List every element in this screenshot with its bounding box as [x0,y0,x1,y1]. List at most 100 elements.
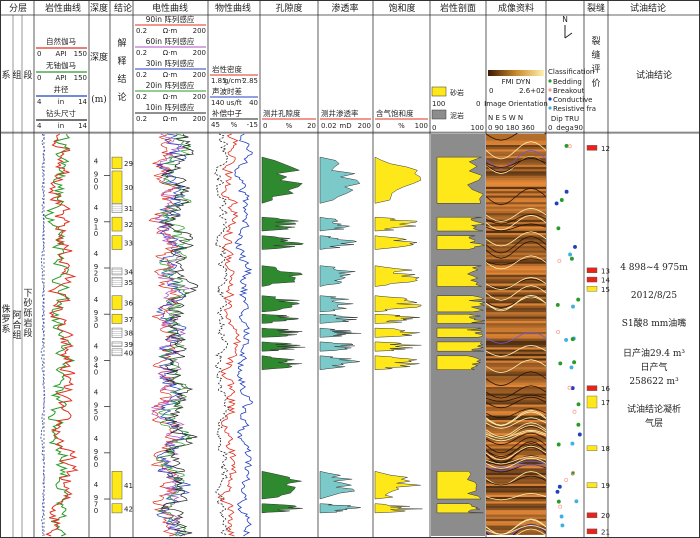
phys-track-unit: g/cm³ [224,77,244,85]
porosity-fill [261,355,302,370]
dip-tadpole [567,385,572,390]
fmi-band [486,189,546,192]
fracture-marker [586,267,598,274]
dip-tadpole [555,489,560,494]
header-titles: 分层 岩性曲线 深度 结论 电性曲线 物性曲线 孔隙度 渗透率 饱和度 岩性剖面… [9,2,666,14]
fmi-band [486,332,546,335]
conclusion-layer-number: 29 [124,160,133,168]
fmi-sinusoid [486,213,546,225]
depth-tick-label: 4 930 [94,296,99,330]
conclusion-layer-box [111,313,123,324]
fmi-band [486,356,546,359]
fmi-sinusoid [486,187,546,206]
depth-tick-char: 4 [94,362,99,370]
depth-tick-char: 4 [94,158,99,166]
depth-tick-label: 4 970 [94,481,99,515]
fmi-band [486,380,546,383]
header-depth: 深度 [90,2,108,14]
lith-track-min: 0 [37,74,41,82]
dip-tadpole [559,198,564,202]
neutron-curve [214,133,231,537]
segment-name: 段 [23,327,32,339]
fmi-band [486,516,546,519]
conclusion-vertical-char: 结 [117,73,126,85]
fmi-band [486,424,546,427]
conclusion-layer-number: 31 [124,205,133,213]
fmi-band [486,145,546,148]
dip-tadpole [560,523,565,528]
dip-tadpole [576,402,581,407]
depth-tick-char: 9 [94,217,98,225]
fmi-band [486,395,546,398]
dip-title: Dip TRU [551,115,579,123]
conclusion-layer-number: 34 [124,268,133,276]
fmi-band [486,167,546,170]
depth-tick-char: 0 [94,461,98,469]
conclusion-layer-box [111,235,123,250]
fmi-sinusoid [486,524,546,535]
elec-track-max: 200 [193,49,206,57]
dip-track [554,143,582,528]
header-system: 系 [1,70,10,81]
porosity-fill [261,327,303,338]
lith-track-max: 14 [78,98,87,106]
fmi-band [486,490,546,493]
elec-track-unit: Ω·m [163,49,178,57]
dip-tadpole [570,441,575,446]
fmi-band [486,497,546,500]
elec-track-max: 200 [193,71,206,79]
dip-tadpole [556,226,561,231]
test-interval: 4 898~4 975m [620,263,688,273]
fracture-id: 17 [601,399,610,407]
physical-curve-track [214,133,254,537]
depth-tick-char: 6 [94,454,99,462]
fmi-band [486,252,546,255]
fmi-band [486,303,546,306]
profile-legend-shale [431,109,447,120]
fmi-band [486,268,546,271]
fmi-band [486,409,546,412]
segment-name: 岩 [23,317,32,329]
fmi-band [486,296,546,299]
depth-tick-char: 9 [94,448,98,456]
fmi-band [486,534,546,535]
fmi-band [486,382,546,385]
phys-track-name: 岩性密度 [212,64,242,74]
property-track-headers: 测井孔隙度 0% 20 测井渗透率 0.02 mD 200 含气饱和度 0% 100 砂岩 100 0 泥… [262,86,484,132]
dip-tadpole [569,365,574,370]
fmi-band [486,367,546,370]
dip-tadpole [569,256,574,261]
elec-track-name: 60in 阵列感应 [146,36,195,46]
porosity-fill [261,156,303,204]
fmi-band [486,483,546,486]
fmi-band [486,239,546,242]
dip-tadpole [570,337,575,342]
elec-track-min: 0.2 [136,93,147,101]
elec-track-unit: Ω·m [163,27,178,35]
permeability-fill [319,265,356,287]
depth-tick-char: 9 [94,494,98,502]
classification-legend-dot [548,88,552,92]
fmi-sinusoid [486,429,546,439]
depth-tick-char: 0 [94,230,98,238]
fracture-marker [586,482,598,488]
fracture-marker [586,276,598,283]
fmi-band [486,164,546,167]
dip-tadpole [556,329,561,334]
conclusion-layer-box [111,503,123,514]
depth-tick-char: 4 [94,435,99,443]
track-name: 测井渗透率 [321,108,359,118]
formation-name: 阿 [12,310,21,321]
elec-track-max: 200 [193,27,206,35]
fmi-band [486,343,546,346]
fracture-id: 16 [601,385,610,393]
fmi-band [486,468,546,471]
depth-tick-char: 2 [94,270,98,278]
depth-tick-char: 4 [94,296,99,304]
dip-tadpole [573,244,577,249]
fmi-band [486,457,546,460]
fmi-band [486,472,546,475]
